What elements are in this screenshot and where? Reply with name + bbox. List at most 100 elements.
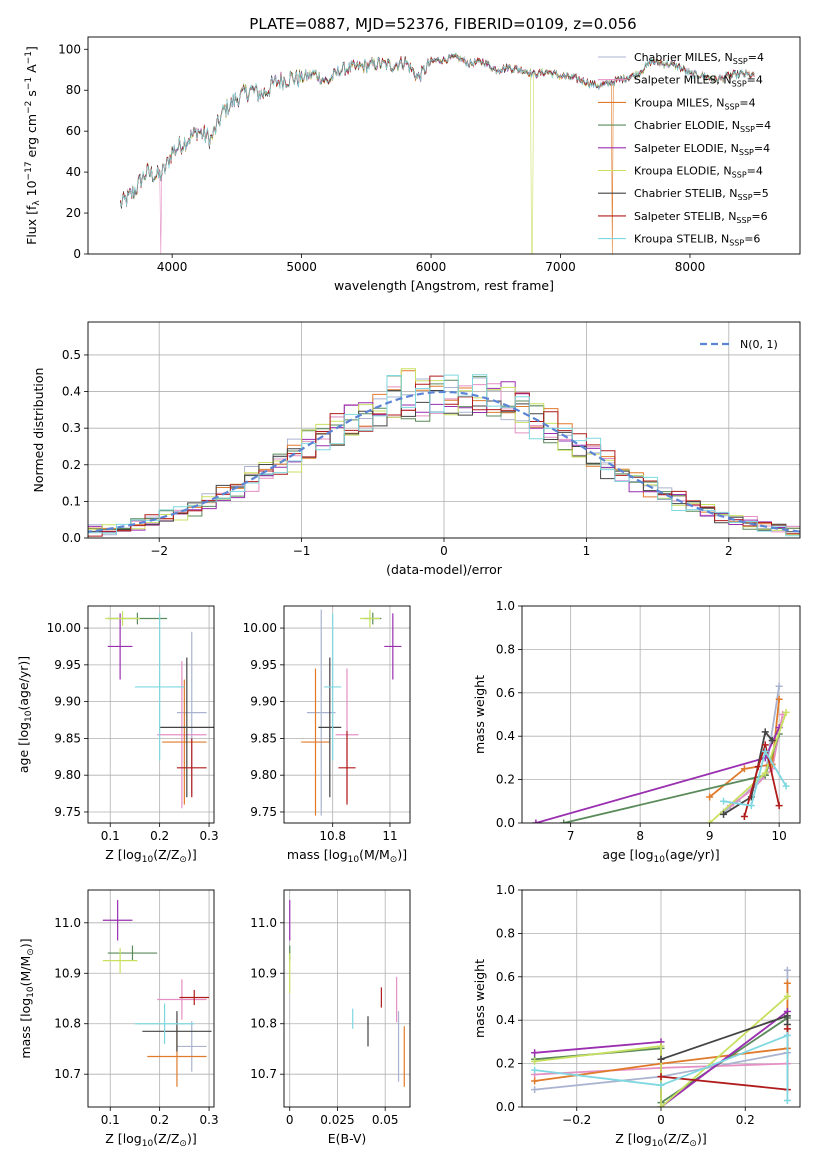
label-part: mass weight — [472, 675, 487, 754]
axes-residuals: −2 −1 0 1 2 0.0 0.1 0.2 0.3 0.4 0.5 (data-model)/er… — [31, 321, 801, 577]
y-tick-label: 40 — [66, 165, 81, 179]
weight-marker — [720, 797, 728, 805]
weight-marker — [531, 1077, 539, 1085]
weight-marker — [783, 979, 791, 987]
weight-marker — [783, 1012, 791, 1020]
x-tick-label: 0.1 — [101, 829, 120, 843]
label-part: −2 — [24, 101, 34, 114]
grid — [88, 606, 214, 823]
weight-marker — [783, 1031, 791, 1039]
label-part: wavelength [Angstrom, rest frame] — [334, 278, 554, 293]
label-part: Flux [f — [24, 205, 39, 245]
label-part: Z [ — [615, 1131, 632, 1146]
label-part: (M/M — [359, 847, 390, 862]
y-tick-label: 9.95 — [250, 658, 277, 672]
x-tick-label: 7 — [567, 829, 575, 843]
weight-marker — [531, 1057, 539, 1065]
legend-entry: Kroupa ELODIE, NSSP=4 — [634, 165, 763, 180]
y-tick-label: 9.90 — [54, 695, 81, 709]
legend-entry: Salpeter MILES, NSSP=4 — [634, 74, 763, 89]
weight-marker — [657, 1073, 665, 1081]
plot-area — [88, 890, 214, 1107]
weight-line-salpeter-elodie — [535, 727, 780, 823]
label-part: erg cm — [24, 114, 39, 162]
weight-marker — [775, 802, 783, 810]
x-axis-label: age [log10​(age/yr)] — [602, 847, 719, 865]
y-tick-label: 0.6 — [496, 970, 515, 984]
y-axis-label: Flux [fλ​ 10−17​ erg cm−2​ s−1​ A−1​] — [24, 46, 42, 245]
label-part: s — [24, 90, 39, 101]
weight-marker — [531, 1086, 539, 1094]
y-axis-label: age [log10​(age/yr)] — [16, 656, 34, 773]
weight-marker — [706, 793, 714, 801]
label-part: log — [18, 998, 33, 1017]
x-tick-label: 10 — [772, 829, 787, 843]
x-axis-label: E(B-V) — [328, 1131, 367, 1146]
weight-marker — [783, 1025, 791, 1033]
plot-area — [284, 890, 410, 1107]
legend-entry: Chabrier STELIB, NSSP=5 — [634, 187, 769, 202]
y-tick-label: 60 — [66, 124, 81, 138]
y-tick-label: 0 — [73, 247, 81, 261]
y-tick-label: 10.8 — [54, 1017, 81, 1031]
weight-marker — [747, 802, 755, 810]
weight-marker — [761, 747, 769, 755]
y-tick-label: 9.95 — [54, 658, 81, 672]
label-part: Z [ — [105, 847, 122, 862]
y-tick-label: 11.0 — [54, 916, 81, 930]
legend-entry: Salpeter ELODIE, NSSP=4 — [634, 142, 770, 157]
weight-marker — [720, 810, 728, 818]
weight-marker — [782, 782, 790, 790]
axes-frame — [87, 605, 215, 824]
x-tick-label: 0.2 — [150, 1113, 169, 1127]
x-tick-label: 5000 — [286, 260, 317, 274]
label-part: −1 — [24, 51, 34, 64]
weight-marker — [761, 741, 769, 749]
x-tick-label: 0 — [286, 1113, 294, 1127]
label-part: 10 — [348, 855, 360, 865]
y-tick-label: 0.5 — [62, 348, 81, 362]
grid — [88, 890, 214, 1107]
y-axis-label: mass weight — [472, 675, 487, 754]
legend-nssp: =4 — [739, 96, 755, 109]
label-part: ⊙ — [689, 1139, 697, 1149]
y-tick-label: 0.8 — [496, 642, 515, 656]
y-tick-label: 9.85 — [250, 731, 277, 745]
x-tick-label: 0.3 — [200, 1113, 219, 1127]
normal-curve — [88, 390, 800, 533]
y-tick-label: 0.0 — [62, 531, 81, 545]
x-tick-label: 6000 — [416, 260, 447, 274]
label-part: (Z/Z — [153, 847, 179, 862]
label-part: mass weight — [472, 959, 487, 1038]
x-tick-label: 4000 — [157, 260, 188, 274]
label-part: 10 — [142, 855, 154, 865]
legend-nssp: =4 — [747, 74, 763, 87]
legend-entry: Kroupa MILES, NSSP=4 — [634, 96, 756, 111]
weight-marker — [531, 1049, 539, 1057]
legend-name: Salpeter MILES, N — [634, 74, 732, 87]
weight-marker — [657, 1081, 665, 1089]
legend-name: Chabrier ELODIE, N — [634, 119, 740, 132]
plot-area — [522, 606, 800, 823]
y-tick-label: 20 — [66, 206, 81, 220]
label-part: (age/yr)] — [665, 847, 720, 862]
y-tick-label: 0.3 — [62, 421, 81, 435]
legend-name: Kroupa MILES, N — [634, 96, 724, 109]
weight-line-salpeter-stelib — [743, 741, 780, 817]
y-axis-label: Normed distribution — [31, 368, 46, 493]
x-axis-label: Z [log10​(Z/Z⊙​)] — [105, 847, 196, 865]
x-tick-label: 8000 — [675, 260, 706, 274]
x-tick-label: 10.8 — [319, 829, 346, 843]
legend-name: Kroupa STELIB, N — [634, 233, 729, 246]
x-axis-label: Z [log10​(Z/Z⊙​)] — [615, 1131, 706, 1149]
residual-legend: N(0, 1) — [700, 338, 778, 351]
legend-nssp: =4 — [748, 51, 764, 64]
y-tick-label: 10.00 — [47, 621, 81, 635]
legend-entry: Chabrier MILES, NSSP=4 — [634, 51, 764, 66]
weight-marker — [560, 819, 568, 823]
y-tick-label: 0.2 — [62, 458, 81, 472]
x-axis-label: wavelength [Angstrom, rest frame] — [334, 278, 554, 293]
plot-area — [120, 52, 755, 254]
plot-area — [522, 890, 800, 1107]
